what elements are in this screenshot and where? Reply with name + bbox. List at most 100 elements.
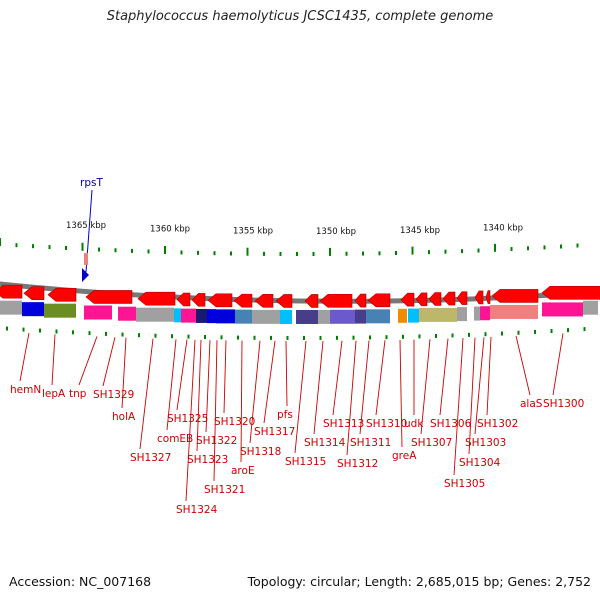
- cog-box: [196, 308, 207, 323]
- gene-arrow: [304, 294, 319, 308]
- gene-leader-line: [453, 338, 464, 476]
- cog-box: [474, 306, 480, 321]
- cog-tick: [451, 333, 454, 338]
- gene-label: SH1303: [465, 437, 506, 449]
- ruler-label: 1365 kbp: [66, 221, 106, 231]
- gene-arrow: [485, 290, 491, 304]
- gene-label: SH1306: [430, 418, 472, 430]
- ruler-tick: [477, 248, 480, 253]
- cog-box: [398, 308, 407, 323]
- gene-leader-line: [51, 334, 56, 386]
- gene-leader-line: [78, 336, 98, 386]
- gene-leader-line: [263, 340, 276, 424]
- ruler-tick: [560, 244, 562, 249]
- gene-leader-line: [375, 340, 386, 416]
- ruler-ticks: [0, 238, 579, 256]
- gene-arrow: [233, 293, 253, 308]
- gene-label: SH1305: [444, 478, 485, 490]
- ruler-tick: [114, 248, 117, 253]
- gene-label: lepA: [42, 388, 66, 400]
- cog-ticks: [6, 326, 586, 340]
- cog-tick: [303, 335, 305, 340]
- gene-leader-line: [313, 340, 324, 435]
- ruler-labels: 1365 kbp 1360 kbp 1355 kbp 1350 kbp 1345 kbp…: [66, 221, 523, 237]
- ruler-tick: [494, 243, 496, 252]
- gene-label: SH1314: [304, 437, 346, 449]
- gene-arrow: [400, 292, 415, 307]
- ruler-tick: [527, 246, 529, 251]
- gene-arrow: [0, 284, 23, 299]
- cog-tick: [171, 334, 173, 339]
- gene-arrow: [474, 290, 484, 305]
- cog-tick: [534, 329, 536, 334]
- gene-arrow: [191, 293, 206, 307]
- gene-label: SH1329: [93, 389, 134, 401]
- cog-box: [118, 306, 136, 321]
- ruler-tick: [147, 249, 150, 254]
- cog-tick: [352, 335, 355, 340]
- cog-tick: [385, 335, 388, 340]
- cog-tick: [468, 332, 470, 337]
- cog-box: [22, 302, 44, 317]
- cog-box: [318, 309, 330, 324]
- gene-labels: hemN lepA tnp SH1329 holA SH1327 comEB SH1325 SH…: [10, 332, 584, 516]
- rna-marker: rpsT: [80, 177, 103, 282]
- cog-tick: [253, 335, 256, 340]
- gene-leader-line: [213, 340, 218, 482]
- gene-label: SH1318: [240, 446, 281, 458]
- gene-leader-line: [121, 337, 127, 409]
- gene-leader-line: [240, 340, 243, 463]
- cog-box: [330, 309, 355, 324]
- cog-tick: [550, 329, 553, 334]
- cog-box: [136, 307, 174, 322]
- gene-label: SH1300: [543, 398, 584, 410]
- cog-box: [44, 303, 76, 318]
- cog-box: [296, 309, 318, 324]
- ruler-label: 1360 kbp: [150, 225, 190, 235]
- cog-tick: [517, 330, 520, 335]
- cog-tick: [105, 331, 107, 336]
- gene-label: tnp: [69, 388, 87, 400]
- gene-arrow: [354, 293, 367, 308]
- cog-box: [84, 305, 112, 320]
- gene-leader-line: [139, 338, 154, 450]
- cog-tick: [121, 332, 124, 337]
- gene-leader-line: [294, 340, 307, 454]
- ruler-tick: [98, 247, 100, 252]
- ruler-tick: [510, 247, 513, 252]
- gene-label: SH1327: [130, 452, 171, 464]
- cog-tick: [286, 335, 289, 340]
- gene-label: SH1311: [350, 437, 391, 449]
- cog-tick: [55, 329, 58, 334]
- cog-box: [490, 304, 538, 319]
- gene-arrow: [207, 293, 233, 308]
- cog-box: [583, 300, 598, 315]
- cog-tick: [270, 335, 272, 340]
- gene-label: SH1302: [477, 418, 518, 430]
- ruler-tick: [0, 238, 1, 247]
- ruler-tick: [263, 251, 265, 256]
- gene-leader-line: [166, 339, 177, 431]
- ruler-tick: [131, 248, 133, 253]
- ruler-tick: [428, 250, 430, 255]
- gene-arrow: [275, 294, 293, 308]
- ruler-tick: [576, 243, 579, 248]
- ruler-label: 1340 kbp: [483, 223, 523, 233]
- gene-label: pfs: [277, 409, 293, 421]
- gene-arrow: [442, 291, 456, 306]
- ruler-tick: [543, 245, 546, 250]
- cog-box: [216, 309, 235, 324]
- ruler-tick: [312, 251, 315, 256]
- gene-arrow: [541, 286, 600, 300]
- gene-leader-line: [399, 339, 403, 448]
- gene-label: holA: [112, 411, 136, 423]
- cog-tick: [418, 334, 421, 339]
- cog-tick: [220, 335, 223, 340]
- rna-gene-label: rpsT: [80, 177, 103, 189]
- cog-tick: [319, 335, 322, 340]
- ruler-tick: [81, 242, 84, 251]
- cog-tick: [39, 328, 41, 333]
- ruler-tick: [362, 251, 364, 256]
- gene-label: SH1320: [214, 416, 255, 428]
